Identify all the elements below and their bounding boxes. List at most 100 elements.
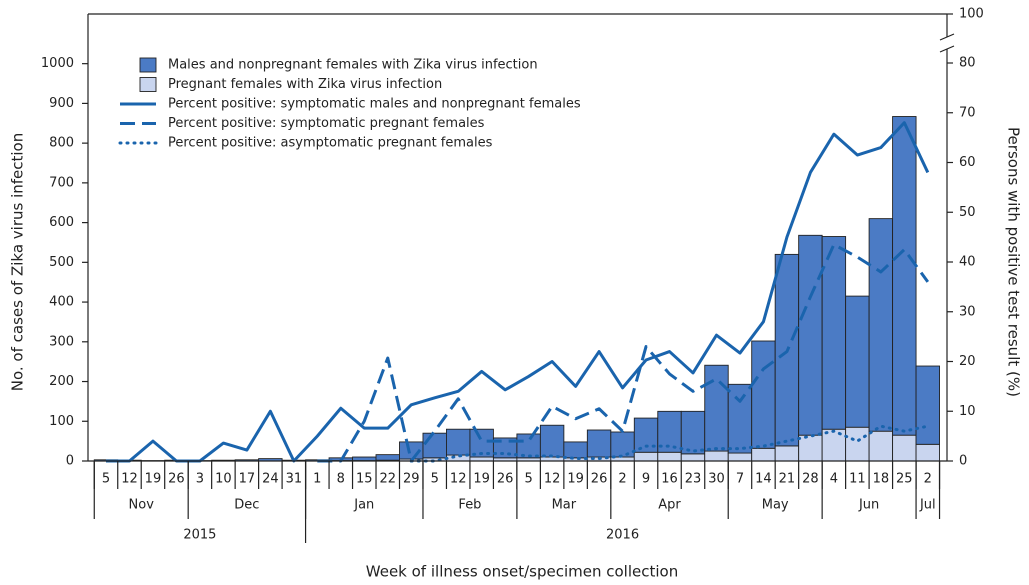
bar — [704, 450, 729, 462]
x-tick-label: 2 — [924, 472, 932, 487]
y-tick-label: 500 — [49, 255, 74, 270]
x-tick-label: 14 — [755, 472, 772, 487]
y2-tick-label: 30 — [959, 304, 976, 319]
y-tick-label: 800 — [49, 136, 74, 151]
x-tick-label: 17 — [239, 472, 256, 487]
bar — [586, 429, 612, 458]
x-tick-label: 11 — [849, 472, 866, 487]
x-tick-label: 28 — [802, 472, 819, 487]
legend-label: Pregnant females with Zika virus infecti… — [168, 77, 442, 92]
bar — [516, 433, 541, 459]
bar — [657, 451, 682, 462]
year-label: 2016 — [606, 528, 639, 543]
month-label: May — [762, 498, 789, 513]
y2-tick-label: 10 — [959, 404, 976, 419]
month-label: Apr — [658, 498, 681, 513]
x-tick-label: 12 — [450, 472, 467, 487]
y2-tick-label: 80 — [959, 56, 976, 71]
bar — [892, 434, 917, 462]
y2-tick-label: 60 — [959, 155, 976, 170]
bar — [610, 431, 635, 458]
legend-label: Males and nonpregnant females with Zika … — [168, 58, 538, 73]
bar — [680, 453, 706, 462]
x-tick-label: 10 — [215, 472, 232, 487]
y-tick-label: 300 — [49, 334, 74, 349]
bar — [868, 430, 894, 462]
x-tick-label: 26 — [497, 472, 514, 487]
bar — [892, 116, 917, 436]
line-series — [317, 243, 930, 463]
bar — [539, 424, 565, 458]
x-tick-label: 2 — [618, 472, 626, 487]
bar — [751, 340, 776, 449]
x-tick-label: 29 — [403, 472, 420, 487]
line-series — [106, 121, 930, 463]
x-tick-label: 22 — [379, 472, 396, 487]
x-tick-label: 31 — [286, 472, 303, 487]
x-tick-label: 8 — [337, 472, 345, 487]
y-tick-label: 600 — [49, 215, 74, 230]
legend-swatch — [139, 77, 157, 92]
legend-label: Percent positive: asymptomatic pregnant … — [168, 136, 493, 151]
x-tick-label: 4 — [830, 472, 838, 487]
bar — [868, 218, 894, 432]
x-tick-label: 19 — [145, 472, 162, 487]
x-axis-title: Week of illness onset/specimen collectio… — [366, 563, 678, 581]
x-tick-label: 12 — [121, 472, 138, 487]
bar — [375, 454, 400, 461]
y2-tick-label: 20 — [959, 354, 976, 369]
y2-tick-label: 50 — [959, 205, 976, 220]
x-tick-label: 24 — [262, 472, 279, 487]
x-tick-label: 25 — [896, 472, 913, 487]
axis-break — [939, 45, 955, 53]
bar — [422, 432, 447, 459]
bar — [798, 434, 823, 462]
month-label: Nov — [129, 498, 155, 513]
y2-tick-label: 70 — [959, 105, 976, 120]
month-label: Jan — [353, 498, 374, 513]
month-label: Feb — [458, 498, 481, 513]
y-tick-label: 700 — [49, 175, 74, 190]
x-tick-label: 5 — [431, 472, 439, 487]
y-axis-title: No. of cases of Zika virus infection — [9, 133, 27, 391]
axis-break — [939, 33, 955, 41]
x-tick-label: 7 — [736, 472, 744, 487]
x-tick-label: 26 — [591, 472, 608, 487]
y-tick-label: 1000 — [41, 56, 74, 71]
legend-label: Percent positive: symptomatic pregnant f… — [168, 116, 485, 131]
x-tick-label: 26 — [168, 472, 185, 487]
x-tick-label: 18 — [873, 472, 890, 487]
y-tick-label: 400 — [49, 295, 74, 310]
bar — [446, 428, 471, 456]
y-tick-label: 0 — [66, 454, 74, 469]
x-tick-label: 9 — [642, 472, 650, 487]
legend-swatch — [139, 57, 157, 73]
x-tick-label: 19 — [473, 472, 490, 487]
bar — [915, 443, 940, 462]
x-tick-label: 16 — [661, 472, 678, 487]
x-tick-label: 19 — [567, 472, 584, 487]
year-label: 2015 — [183, 528, 216, 543]
month-label: Mar — [552, 498, 577, 513]
bar — [680, 410, 706, 455]
x-tick-label: 30 — [708, 472, 725, 487]
bar — [845, 426, 870, 462]
bar — [751, 447, 776, 462]
x-tick-label: 23 — [685, 472, 702, 487]
x-tick-label: 1 — [313, 472, 321, 487]
bar — [563, 441, 588, 459]
bar — [774, 445, 800, 462]
bar — [821, 236, 847, 430]
bar — [704, 364, 729, 452]
y-tick-label: 900 — [49, 96, 74, 111]
y2-tick-label: 100 — [959, 7, 984, 22]
month-label: Dec — [234, 498, 259, 513]
bar — [352, 456, 377, 462]
y-tick-label: 200 — [49, 374, 74, 389]
x-tick-label: 5 — [102, 472, 110, 487]
bar — [798, 234, 823, 436]
bar — [727, 452, 753, 462]
bar — [633, 451, 659, 462]
x-tick-label: 12 — [544, 472, 561, 487]
